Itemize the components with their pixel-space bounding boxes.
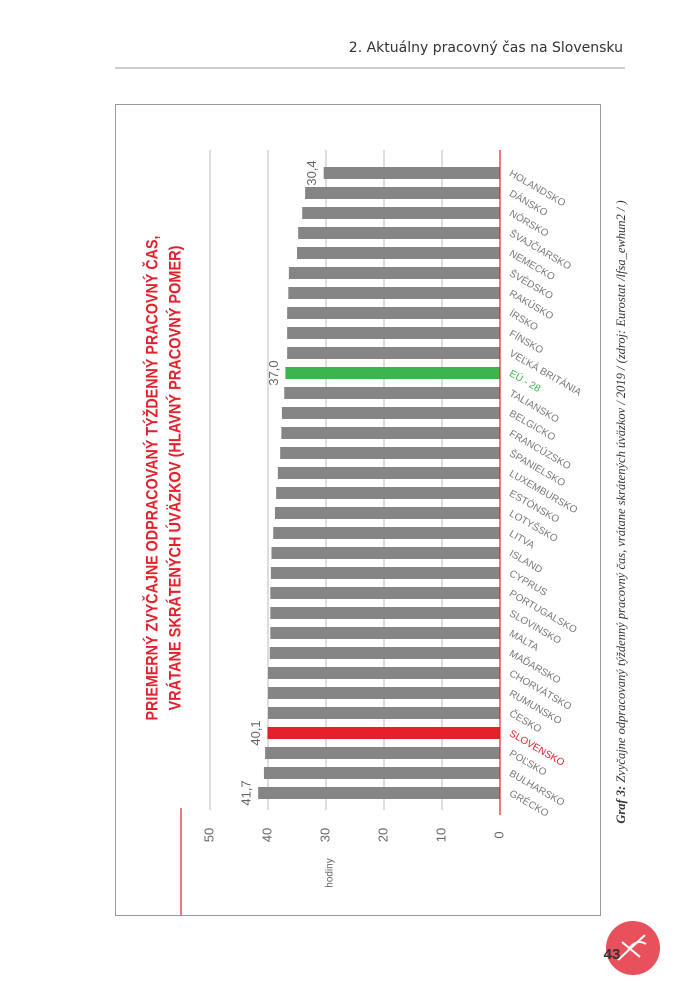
- y-tick-label: 50: [201, 828, 216, 842]
- bar: [305, 187, 500, 199]
- value-label: 37,0: [266, 360, 281, 385]
- bar: [268, 667, 500, 679]
- logo-figure: [617, 934, 647, 961]
- bar: [281, 407, 500, 419]
- value-label: 40,1: [248, 720, 263, 745]
- page-number: 43: [604, 946, 621, 963]
- bar: [288, 267, 500, 279]
- y-tick-label: 20: [375, 828, 390, 842]
- value-label: 41,7: [239, 780, 254, 805]
- bar: [270, 587, 500, 599]
- bar: [287, 327, 500, 339]
- axis-label: hodiny: [325, 858, 336, 887]
- caption: Graf 3: Zvyčajne odpracovaný týždenný pr…: [614, 200, 628, 823]
- bar: [270, 607, 500, 619]
- bar: [280, 447, 500, 459]
- bar: [269, 647, 500, 659]
- chart-frame: [115, 104, 601, 916]
- bar: [271, 547, 500, 559]
- bar: [276, 487, 500, 499]
- running-header: 2. Aktuálny pracovný čas na Slovensku: [349, 40, 623, 56]
- bar: [297, 247, 500, 259]
- bar: [270, 627, 500, 639]
- bar: [273, 527, 500, 539]
- y-tick-label: 10: [433, 828, 448, 842]
- bar: [287, 307, 500, 319]
- bar: [265, 747, 500, 759]
- chart-title: PRIEMERNÝ ZVYČAJNE ODPRACOVANÝ TÝŽDENNÝ …: [142, 236, 161, 721]
- bar: [281, 427, 500, 439]
- bar: [274, 507, 500, 519]
- y-tick-label: 30: [317, 828, 332, 842]
- bar: [285, 367, 500, 379]
- bar: [258, 787, 500, 799]
- logo: [606, 921, 660, 975]
- bar: [268, 707, 500, 719]
- caption-label: Graf 3:: [614, 786, 628, 824]
- y-tick-label: 40: [259, 828, 274, 842]
- bar: [270, 567, 500, 579]
- bar: [267, 727, 500, 739]
- bar: [268, 687, 500, 699]
- bar: [284, 387, 500, 399]
- bar: [263, 767, 500, 779]
- chart-subtitle: VRÁTANE SKRÁTENÝCH ÚVÄZKOV (HLAVNÝ PRACO…: [165, 246, 184, 711]
- value-label: 30,4: [304, 160, 319, 185]
- bar: [288, 287, 500, 299]
- chart: PRIEMERNÝ ZVYČAJNE ODPRACOVANÝ TÝŽDENNÝ …: [142, 150, 584, 915]
- bar: [302, 207, 500, 219]
- bar: [277, 467, 500, 479]
- bar: [298, 227, 500, 239]
- y-tick-label: 0: [491, 831, 506, 838]
- caption-text: Graf 3: Zvyčajne odpracovaný týždenný pr…: [614, 200, 628, 823]
- bar: [287, 347, 500, 359]
- bar: [323, 167, 500, 179]
- caption-body: Zvyčajne odpracovaný týždenný pracovný č…: [614, 200, 628, 785]
